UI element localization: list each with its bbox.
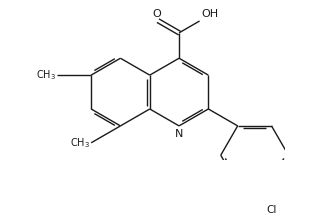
Text: CH$_3$: CH$_3$	[36, 68, 56, 82]
Text: Cl: Cl	[266, 205, 277, 215]
Text: N: N	[175, 129, 183, 139]
Text: O: O	[153, 9, 161, 19]
Text: CH$_3$: CH$_3$	[70, 136, 90, 150]
Text: OH: OH	[201, 9, 218, 19]
